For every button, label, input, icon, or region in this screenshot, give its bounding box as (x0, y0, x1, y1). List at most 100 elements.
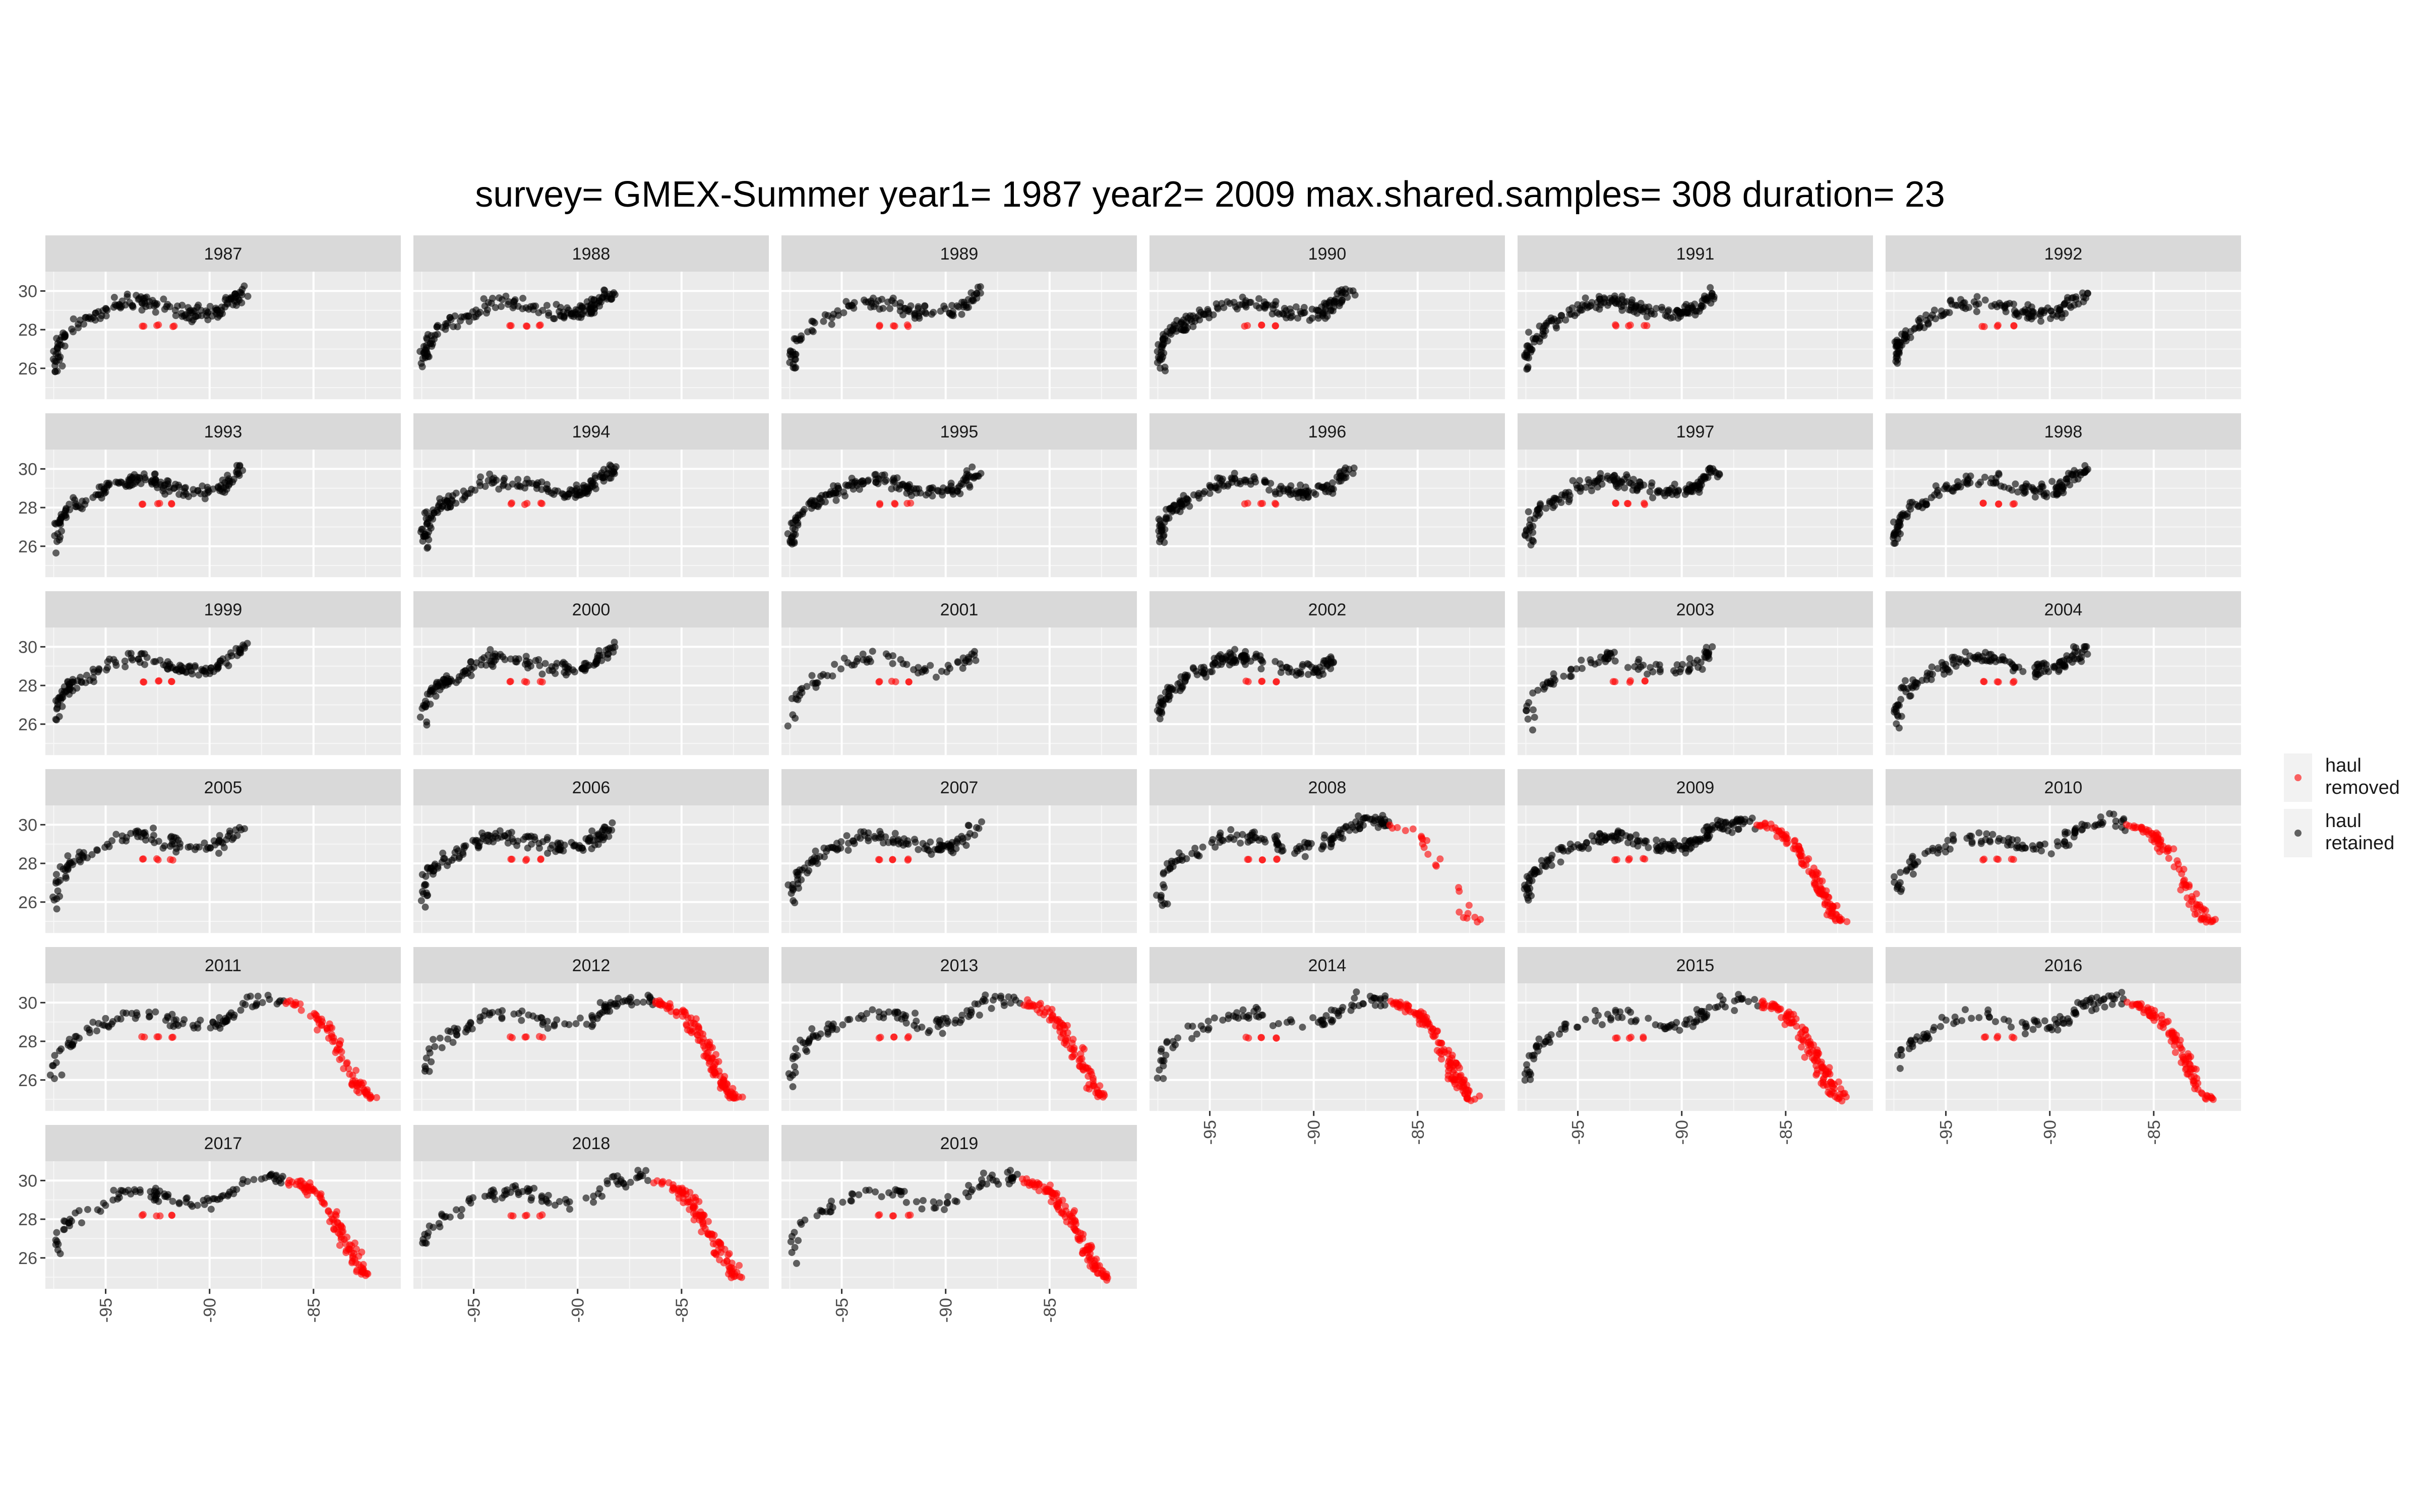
data-point-retained (1529, 706, 1537, 714)
data-point-retained (1986, 838, 1994, 846)
data-point-retained (594, 836, 601, 843)
data-point-retained (969, 463, 976, 471)
data-point-retained (906, 488, 914, 495)
data-point-retained (1521, 885, 1528, 893)
data-point-removed (1811, 874, 1819, 882)
data-point-retained (943, 668, 950, 676)
data-point-retained (1160, 881, 1167, 889)
data-point-retained (1949, 654, 1956, 661)
data-point-retained (1893, 720, 1900, 728)
data-point-retained (561, 841, 568, 849)
facet-strip-label: 2007 (940, 778, 979, 797)
data-point-retained (1955, 655, 1962, 663)
data-point-retained (134, 476, 141, 484)
data-point-retained (1340, 467, 1348, 474)
data-point-retained (164, 300, 171, 308)
data-point-retained (1344, 293, 1351, 301)
data-point-retained (430, 1036, 437, 1043)
data-point-removed (1089, 1082, 1097, 1090)
data-point-removed (338, 1054, 345, 1062)
data-point-retained (436, 678, 444, 686)
data-point-retained (1188, 850, 1196, 857)
data-point-retained (53, 335, 60, 342)
data-point-retained (1525, 699, 1533, 707)
facet-strip-label: 1989 (940, 244, 979, 264)
data-point-retained (72, 503, 79, 511)
data-point-retained (1992, 658, 2000, 665)
data-point-retained (135, 655, 142, 663)
data-point-retained (1196, 316, 1203, 324)
data-point-removed (1069, 1053, 1077, 1060)
data-point-retained (975, 825, 983, 832)
data-point-retained (51, 368, 59, 375)
data-point-retained (1308, 314, 1316, 322)
data-point-retained (244, 993, 251, 1001)
data-point-retained (2081, 462, 2089, 469)
data-point-retained (550, 490, 558, 498)
data-point-retained (2071, 827, 2079, 835)
data-point-retained (175, 483, 183, 491)
data-point-retained (446, 500, 454, 508)
data-point-retained (1377, 817, 1385, 825)
data-point-retained (1548, 862, 1555, 869)
data-point-retained (988, 1004, 995, 1012)
data-point-retained (535, 840, 542, 847)
data-point-retained (437, 505, 445, 513)
data-point-removed (1245, 856, 1252, 863)
data-point-retained (557, 846, 564, 854)
data-point-retained (1588, 299, 1596, 306)
data-point-retained (1544, 678, 1551, 686)
data-point-retained (2001, 657, 2009, 664)
facet-strip-label: 1994 (572, 422, 611, 442)
facet-panel-1998: 1998 (1886, 413, 2241, 578)
data-point-retained (886, 305, 893, 312)
data-point-retained (804, 869, 811, 877)
data-point-retained (421, 880, 429, 888)
data-point-retained (1228, 474, 1235, 482)
data-point-retained (889, 476, 897, 484)
data-point-retained (832, 496, 840, 504)
data-point-retained (495, 485, 503, 493)
data-point-retained (138, 306, 146, 314)
data-point-retained (808, 1025, 816, 1033)
panel-background (45, 805, 401, 933)
data-point-retained (1311, 668, 1318, 676)
data-point-removed (340, 1065, 347, 1073)
data-point-removed (153, 1033, 161, 1041)
data-point-retained (446, 678, 453, 685)
data-point-retained (1895, 881, 1902, 889)
data-point-retained (916, 314, 923, 322)
data-point-retained (70, 494, 77, 501)
data-point-retained (214, 483, 222, 490)
data-point-removed (1424, 850, 1432, 858)
data-point-retained (2012, 480, 2019, 488)
data-point-retained (83, 671, 91, 679)
data-point-retained (830, 482, 837, 489)
data-point-removed (2010, 856, 2017, 863)
facet-panel-2006: 2006 (413, 769, 769, 933)
data-point-retained (1938, 659, 1946, 666)
data-point-retained (61, 331, 69, 338)
data-point-retained (423, 700, 431, 708)
data-point-retained (1973, 308, 1980, 316)
data-point-retained (1588, 487, 1595, 494)
data-point-retained (416, 713, 424, 721)
data-point-retained (452, 489, 460, 497)
data-point-retained (565, 306, 572, 314)
facet-strip-label: 1995 (940, 422, 979, 442)
data-point-retained (433, 323, 441, 331)
data-point-retained (1672, 669, 1679, 677)
panel-background (781, 627, 1137, 755)
data-point-removed (523, 678, 530, 686)
facet-strip-label: 1990 (1308, 244, 1347, 264)
data-point-retained (1927, 494, 1935, 501)
data-point-retained (633, 998, 641, 1006)
data-point-retained (562, 664, 569, 671)
data-point-retained (1539, 331, 1546, 338)
data-point-retained (1259, 659, 1266, 666)
data-point-retained (1175, 849, 1183, 857)
data-point-retained (75, 321, 82, 328)
data-point-retained (1601, 655, 1608, 663)
data-point-retained (165, 488, 173, 495)
